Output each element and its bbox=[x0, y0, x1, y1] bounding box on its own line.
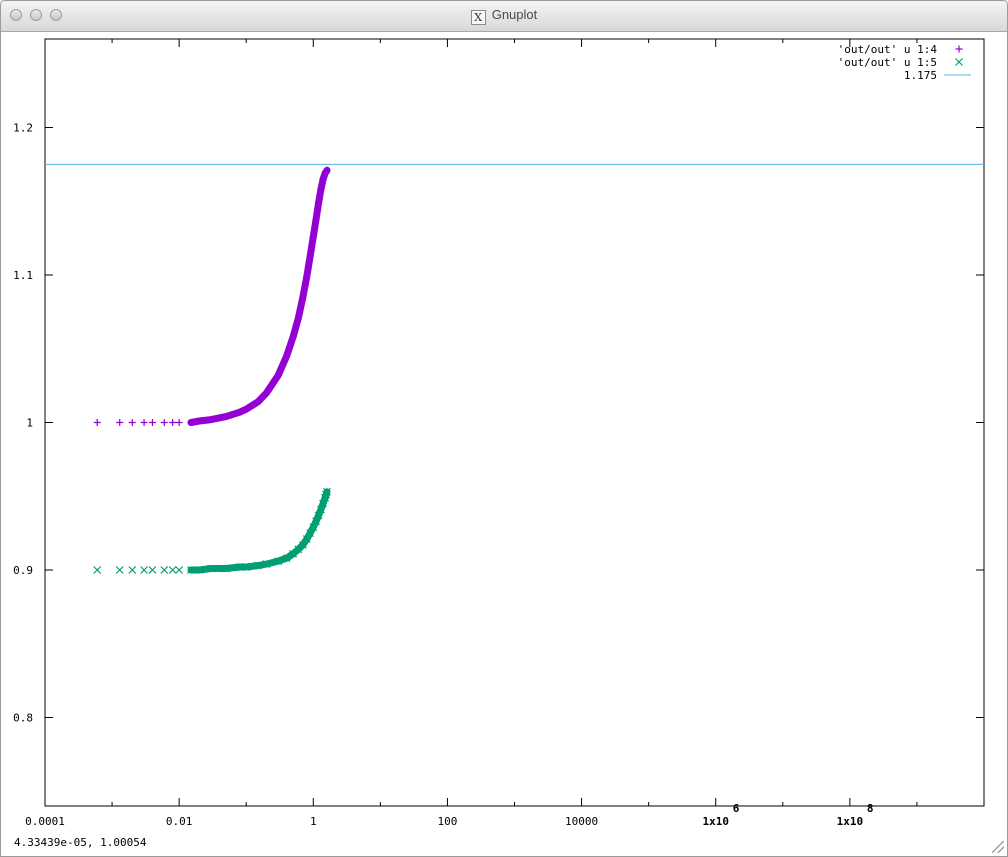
x-tick-exponent: 6 bbox=[733, 802, 740, 815]
data-point bbox=[160, 419, 168, 426]
mouse-coordinate-readout: 4.33439e-05, 1.00054 bbox=[14, 836, 147, 849]
data-point bbox=[303, 272, 311, 280]
data-point bbox=[235, 563, 244, 571]
data-point bbox=[175, 419, 183, 426]
data-point bbox=[128, 566, 137, 574]
data-point bbox=[187, 566, 195, 574]
y-tick-label: 1.1 bbox=[13, 269, 33, 282]
legend-label: 'out/out' u 1:5 bbox=[838, 56, 937, 69]
data-point bbox=[222, 413, 230, 421]
data-point bbox=[289, 549, 298, 558]
title-bar[interactable]: X Gnuplot bbox=[1, 1, 1007, 32]
plot-border bbox=[44, 38, 985, 807]
data-point bbox=[315, 199, 323, 207]
close-button[interactable] bbox=[10, 9, 22, 21]
series-col4-markers bbox=[93, 166, 331, 426]
window-title-group: X Gnuplot bbox=[1, 7, 1007, 25]
x-tick-label: 0.01 bbox=[166, 815, 193, 828]
data-point bbox=[116, 419, 124, 426]
data-point bbox=[289, 333, 297, 341]
data-point bbox=[306, 252, 314, 260]
data-point bbox=[254, 398, 262, 406]
series-layer bbox=[45, 163, 984, 574]
data-point bbox=[148, 566, 157, 574]
y-axis-ticks: 0.8 0.9 1 1.1 1.2 bbox=[13, 122, 984, 725]
data-point bbox=[299, 293, 307, 301]
x-tick-label: 0.0001 bbox=[25, 815, 65, 828]
data-point bbox=[309, 523, 318, 532]
data-point bbox=[294, 314, 302, 322]
data-point bbox=[298, 541, 307, 549]
data-point bbox=[168, 566, 177, 574]
data-point bbox=[207, 564, 216, 573]
series-dense-band bbox=[187, 488, 331, 574]
resize-grip[interactable] bbox=[992, 841, 1004, 853]
x-tick-label: 10000 bbox=[565, 815, 598, 828]
data-point bbox=[207, 416, 215, 424]
data-point bbox=[195, 417, 203, 425]
data-point bbox=[283, 352, 291, 360]
data-point bbox=[314, 511, 323, 520]
data-point bbox=[274, 557, 283, 566]
data-point bbox=[222, 564, 230, 573]
data-point bbox=[274, 371, 282, 379]
data-point bbox=[169, 419, 177, 426]
data-point bbox=[187, 419, 195, 426]
y-tick-label: 0.9 bbox=[13, 564, 33, 577]
data-point bbox=[128, 419, 136, 426]
y-tick-label: 1.2 bbox=[13, 122, 33, 135]
series-col5-markers bbox=[93, 487, 331, 574]
y-tick-label: 0.8 bbox=[13, 712, 33, 725]
x11-icon: X bbox=[470, 10, 486, 25]
legend: 'out/out' u 1:4'out/out' u 1:51.175 bbox=[838, 43, 971, 82]
plot-area[interactable]: 0.0001 0.01 1 100 10000 1x10 6 1x10 8 0.8 0.9 1 1.1… bbox=[1, 32, 1007, 856]
legend-label: 'out/out' u 1:4 bbox=[838, 43, 938, 56]
data-point bbox=[262, 560, 271, 569]
data-point bbox=[282, 554, 291, 563]
data-point bbox=[115, 566, 124, 574]
data-point bbox=[262, 389, 270, 397]
data-point bbox=[312, 215, 320, 223]
data-point bbox=[312, 517, 320, 526]
data-point bbox=[309, 233, 317, 241]
data-point bbox=[317, 505, 325, 514]
data-point bbox=[254, 561, 262, 570]
data-point bbox=[242, 563, 251, 571]
legend-label: 1.175 bbox=[904, 69, 937, 82]
legend-symbol-cross bbox=[955, 58, 963, 66]
data-point bbox=[317, 185, 325, 193]
x-tick-label: 100 bbox=[437, 815, 457, 828]
zoom-button[interactable] bbox=[50, 9, 62, 21]
data-point bbox=[323, 166, 331, 174]
data-point bbox=[175, 566, 184, 574]
series-dense-band bbox=[187, 166, 331, 426]
data-point bbox=[319, 175, 327, 183]
data-point bbox=[319, 499, 328, 508]
data-point bbox=[93, 566, 102, 574]
minimize-button[interactable] bbox=[30, 9, 42, 21]
data-point bbox=[322, 168, 330, 176]
data-point bbox=[140, 566, 148, 574]
data-point bbox=[93, 419, 101, 426]
x-tick-label: 1x10 bbox=[702, 815, 729, 828]
data-point bbox=[302, 535, 311, 543]
window-title: Gnuplot bbox=[491, 7, 538, 22]
data-point bbox=[148, 419, 156, 426]
data-point bbox=[323, 487, 331, 496]
data-point bbox=[306, 529, 315, 538]
data-point bbox=[140, 419, 148, 426]
data-point bbox=[236, 408, 244, 416]
data-point bbox=[242, 405, 250, 413]
x-tick-label: 1x10 bbox=[837, 815, 864, 828]
x-tick-label: 1 bbox=[310, 815, 317, 828]
x-tick-exponent: 8 bbox=[867, 802, 874, 815]
y-tick-label: 1 bbox=[26, 417, 33, 430]
data-point bbox=[160, 566, 169, 574]
legend-symbol-plus bbox=[955, 45, 963, 53]
data-point bbox=[195, 566, 204, 574]
